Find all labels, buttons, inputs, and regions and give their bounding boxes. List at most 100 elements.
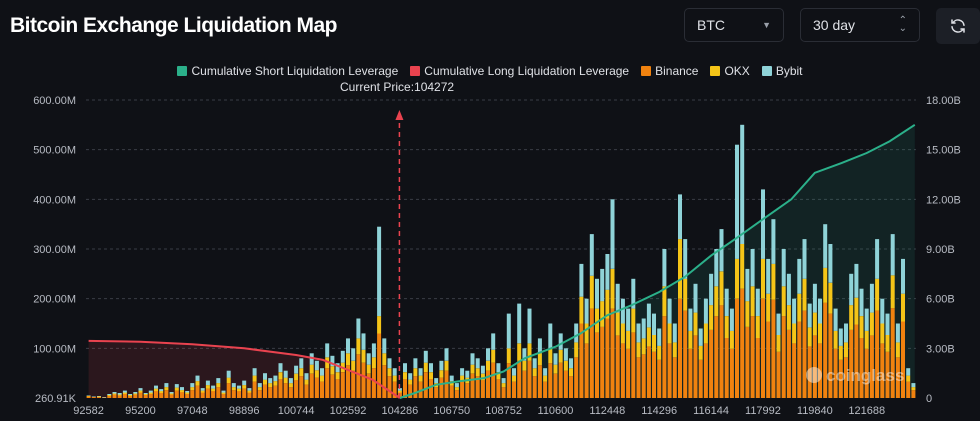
bybit-bar (288, 378, 293, 384)
okx-bar (517, 343, 522, 361)
binance-bar (480, 380, 485, 398)
okx-bar (429, 372, 433, 380)
okx-bar (382, 353, 387, 366)
okx-bar (211, 388, 216, 392)
bybit-bar (895, 323, 900, 343)
okx-bar (895, 342, 900, 358)
legend-item-long[interactable]: Cumulative Long Liquidation Leverage (410, 64, 629, 78)
bybit-bar (553, 353, 558, 365)
binance-bar (657, 359, 662, 398)
okx-bar (491, 349, 496, 363)
binance-bar (527, 360, 532, 399)
okx-bar (579, 296, 584, 324)
okx-bar (589, 275, 594, 309)
bybit-bar (875, 239, 880, 279)
okx-bar (122, 392, 127, 394)
okx-bar (465, 377, 470, 384)
okx-bar (901, 293, 905, 322)
binance-bar (122, 394, 127, 398)
okx-bar (605, 289, 610, 319)
binance-bar (626, 348, 631, 398)
binance-bar (180, 392, 184, 398)
legend-label: OKX (724, 64, 750, 78)
bybit-bar (501, 378, 506, 384)
long-liquidation-line (88, 339, 401, 399)
bybit-bar (714, 249, 719, 287)
bybit-bar (382, 338, 387, 354)
bybit-bar (148, 390, 153, 393)
binance-bar (128, 396, 133, 398)
binance-bar (735, 298, 739, 398)
binance-bar (242, 388, 247, 398)
bybit-bar (107, 394, 112, 395)
okx-bar (709, 305, 714, 330)
okx-bar (859, 316, 864, 338)
binance-bar (486, 370, 490, 398)
okx-bar (828, 282, 833, 314)
legend-item-okx[interactable]: OKX (710, 64, 750, 78)
binance-bar (522, 370, 527, 398)
bybit-bar (698, 328, 703, 346)
bybit-bar (761, 189, 765, 259)
okx-bar (786, 305, 791, 330)
okx-bar (205, 385, 210, 389)
bybit-bar (574, 323, 579, 343)
bybit-bar (164, 383, 169, 388)
bybit-bar (823, 224, 828, 268)
legend-swatch (641, 66, 652, 76)
okx-bar (159, 391, 164, 393)
okx-bar (641, 338, 646, 355)
legend-item-short[interactable]: Cumulative Short Liquidation Leverage (177, 64, 398, 78)
okx-bar (849, 305, 854, 330)
binance-bar (294, 380, 299, 398)
binance-bar (895, 357, 900, 398)
bybit-bar (221, 390, 226, 393)
short-area (399, 124, 915, 399)
page-title: Bitcoin Exchange Liquidation Map (10, 14, 338, 37)
binance-bar (335, 379, 340, 398)
okx-bar (600, 301, 605, 327)
binance-bar (496, 379, 501, 398)
bybit-bar (418, 368, 423, 376)
okx-bar (735, 258, 739, 299)
bybit-bar (838, 328, 843, 346)
bybit-bar (807, 303, 812, 328)
bybit-bar (792, 298, 797, 324)
x-tick-label: 100744 (278, 405, 315, 417)
okx-bar (527, 343, 532, 361)
okx-bar (506, 348, 511, 364)
bybit-bar (755, 288, 760, 316)
okx-bar (294, 373, 299, 381)
coin-select[interactable]: BTC ▼ (684, 8, 784, 42)
y-left-tick-label: 500.00M (33, 145, 76, 157)
y-right-tick-label: 0 (926, 393, 932, 405)
legend-item-binance[interactable]: Binance (641, 64, 698, 78)
binance-bar (423, 372, 428, 398)
okx-bar (807, 327, 812, 347)
bybit-bar (475, 358, 480, 369)
bybit-bar (740, 124, 745, 244)
binance-bar (574, 357, 579, 398)
binance-bar (221, 394, 226, 398)
binance-bar (880, 343, 885, 398)
okx-bar (117, 394, 122, 396)
okx-bar (766, 293, 771, 322)
binance-bar (330, 374, 335, 398)
legend-item-bybit[interactable]: Bybit (761, 64, 803, 78)
okx-bar (714, 286, 719, 317)
binance-bar (512, 381, 516, 398)
bybit-bar (626, 308, 631, 331)
bybit-bar (429, 363, 433, 373)
binance-bar (304, 384, 309, 398)
okx-bar (615, 312, 620, 336)
bybit-bar (423, 350, 428, 363)
chart-legend: Cumulative Short Liquidation Leverage Cu… (0, 64, 980, 78)
binance-bar (268, 387, 273, 398)
bybit-bar (683, 239, 688, 279)
binance-bar (346, 365, 350, 398)
refresh-button[interactable] (936, 8, 980, 44)
range-select[interactable]: 30 day ⌃ ⌄ (800, 8, 920, 42)
bybit-bar (719, 229, 724, 272)
binance-bar (429, 379, 433, 398)
okx-bar (812, 312, 817, 336)
